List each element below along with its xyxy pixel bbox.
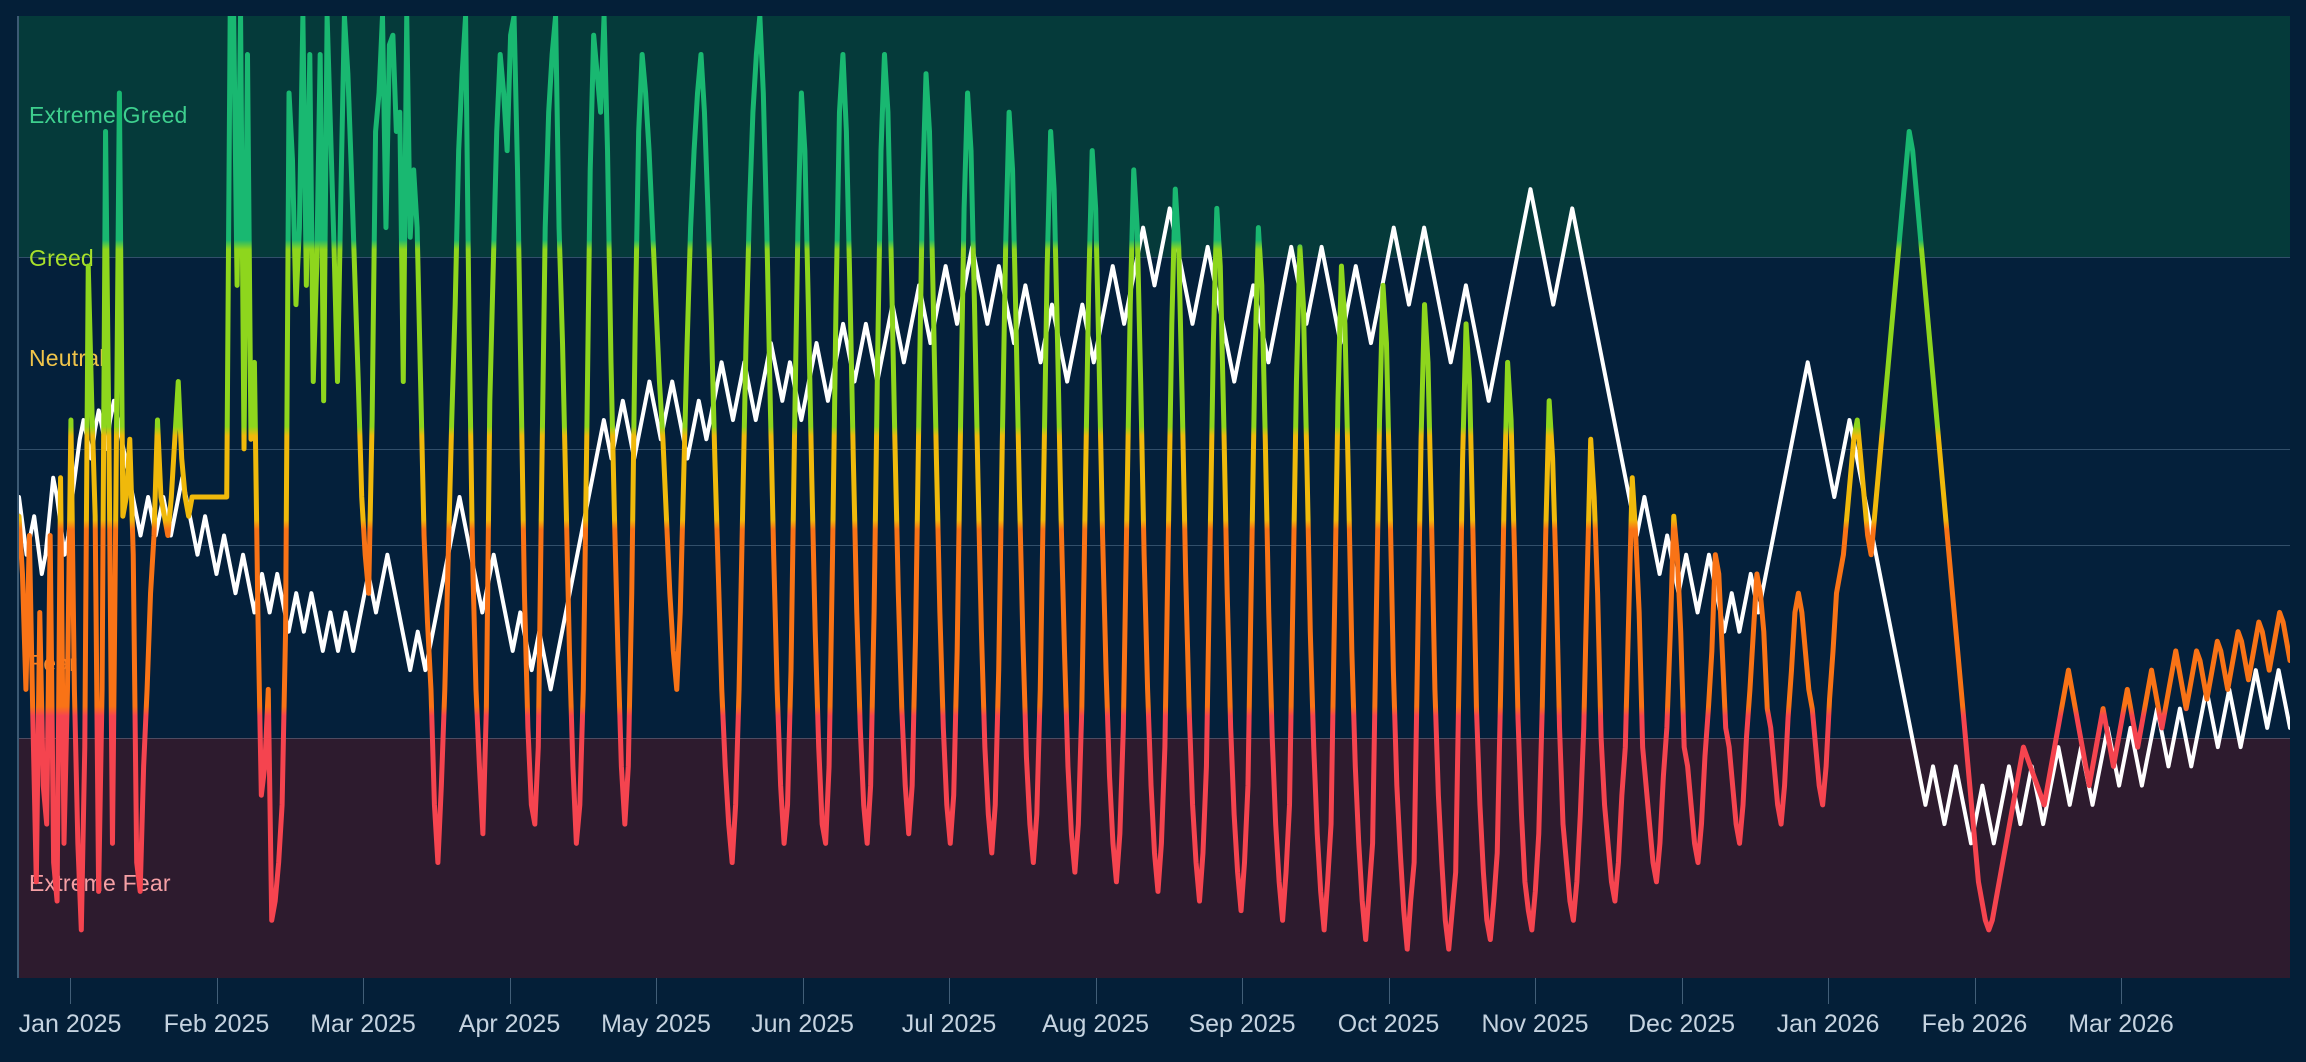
x-axis-tick	[949, 978, 950, 1004]
x-axis-tick	[363, 978, 364, 1004]
x-axis-tick	[509, 978, 511, 1004]
x-axis-label: Apr 2025	[458, 1010, 561, 1038]
x-axis-label: Nov 2025	[1481, 1010, 1589, 1038]
gridline-45	[19, 545, 2290, 546]
x-axis-tick	[1388, 978, 1390, 1004]
gridline-55	[19, 449, 2290, 450]
x-axis-label: Jul 2025	[901, 1010, 997, 1038]
x-axis-tick	[1974, 978, 1976, 1004]
x-axis-tick	[70, 978, 71, 1004]
x-axis-tick	[802, 978, 804, 1004]
gridline-75	[19, 257, 2290, 258]
x-axis-label: Mar 2025	[310, 1010, 416, 1038]
reference-line-path	[19, 187, 2290, 846]
x-axis-label: Aug 2025	[1041, 1010, 1150, 1038]
x-axis-tick	[1681, 978, 1683, 1004]
x-axis-tick	[216, 978, 218, 1004]
x-axis-tick	[2121, 978, 2122, 1004]
x-axis-tick	[1095, 978, 1097, 1004]
fear-greed-line-path	[19, 16, 2290, 952]
x-axis-label: Dec 2025	[1627, 1010, 1736, 1038]
x-axis: Jan 2025 Feb 2025 Mar 2025 Apr 2025 May 2025…	[0, 978, 2306, 1062]
x-axis-label: Jan 2025	[18, 1010, 122, 1038]
x-axis-tick	[656, 978, 657, 1004]
x-axis-label: Oct 2025	[1337, 1010, 1440, 1038]
x-axis-label: Feb 2026	[1921, 1010, 2028, 1038]
x-axis-label: Jan 2026	[1776, 1010, 1880, 1038]
zone-label-greed: Greed	[29, 245, 94, 271]
x-axis-tick	[1828, 978, 1829, 1004]
plot-area: Extreme Greed Greed Neutral Fear Extreme…	[17, 16, 2290, 978]
zone-band-greed	[19, 256, 2290, 449]
x-axis-label: May 2025	[601, 1010, 711, 1038]
gridline-25	[19, 738, 2290, 739]
x-axis-label: Jun 2025	[751, 1010, 854, 1038]
x-axis-label: Mar 2026	[2068, 1010, 2174, 1038]
x-axis-tick	[1535, 978, 1536, 1004]
x-axis-label: Feb 2025	[163, 1010, 270, 1038]
x-axis-tick	[1242, 978, 1243, 1004]
x-axis-label: Sep 2025	[1188, 1010, 1296, 1038]
zone-label-extreme-greed: Extreme Greed	[29, 102, 188, 128]
series-layer	[19, 16, 2290, 952]
zone-band-neutral	[19, 448, 2290, 546]
zone-band-fear	[19, 545, 2290, 738]
